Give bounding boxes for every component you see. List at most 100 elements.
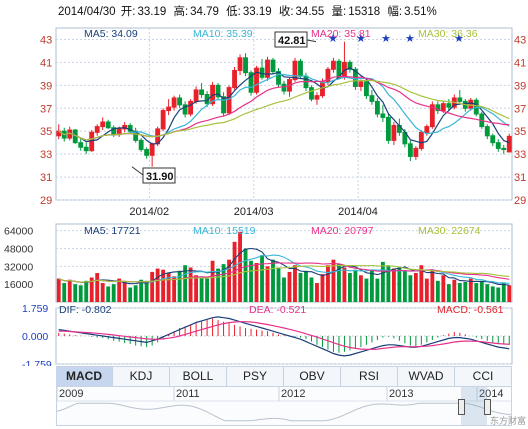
price-tick-left: 29 (40, 195, 52, 207)
x-tick-label: 2014/03 (234, 206, 274, 218)
timeline-sparkline-line (57, 403, 512, 421)
volume-bar (172, 276, 176, 302)
candle-body (172, 98, 176, 107)
volume-bar (299, 273, 303, 302)
price-candles[interactable] (57, 42, 511, 167)
candle-body (200, 90, 204, 95)
volume-tick-label: 48000 (4, 244, 33, 256)
volume-bar (84, 281, 88, 302)
candle-body (101, 122, 105, 127)
range-handle-left[interactable] (458, 399, 465, 415)
volume-bar (326, 265, 330, 302)
volume-bar (150, 272, 154, 302)
timeline-year-label: 2011 (176, 388, 200, 400)
price-tick-right: 41 (514, 57, 526, 69)
indicator-tabs: MACD KDJ BOLL PSY OBV RSI WVAD CCI (56, 366, 512, 387)
candle-body (310, 88, 314, 99)
candle-body (95, 127, 99, 133)
price-tick-left: 39 (40, 80, 52, 92)
volume-bar (375, 279, 379, 302)
volume-bar (282, 277, 286, 302)
volume-bar (95, 273, 99, 302)
candle-body (386, 117, 390, 140)
range-handle-right[interactable] (484, 399, 491, 415)
volume-bar (436, 281, 440, 302)
event-star-icon: ★ (356, 33, 366, 45)
volume-bar (430, 270, 434, 302)
candle-body (458, 98, 462, 101)
volume-bar (156, 269, 160, 302)
volume-bar (452, 280, 456, 302)
candle-body (392, 125, 396, 140)
candle-body (139, 140, 143, 149)
volume-bar (392, 269, 396, 302)
tab-psy[interactable]: PSY (227, 367, 284, 386)
candle-body (441, 104, 445, 111)
tab-obv[interactable]: OBV (284, 367, 341, 386)
watermark: 东方财富 (490, 414, 526, 427)
volume-legend: MA5: 17721 MA10: 15519 MA20: 20797 MA30:… (84, 225, 481, 237)
macd-legend: DIF: -0.802 DEA: -0.521 MACD: -0.561 (59, 304, 504, 316)
volume-bar (288, 272, 292, 302)
stock-chart[interactable]: 43 43 41 41 39 39 37 37 35 35 33 33 31 31 29 29 2014/02 2… (0, 0, 528, 366)
candle-body (178, 98, 182, 105)
price-tick-left: 31 (40, 172, 52, 184)
candle-body (370, 96, 374, 102)
volume-bar (79, 285, 83, 302)
volume-bar (62, 283, 66, 302)
macd-tick-label: -1.759 (22, 359, 52, 366)
volume-bar (480, 281, 484, 302)
candle-body (84, 147, 88, 150)
macd-value-legend: MACD: -0.561 (437, 304, 504, 316)
tab-macd[interactable]: MACD (56, 367, 113, 386)
candle-body (447, 104, 451, 107)
volume-bar (123, 282, 127, 302)
tab-boll[interactable]: BOLL (170, 367, 227, 386)
price-tick-right: 37 (514, 103, 526, 115)
price-tick-left: 33 (40, 149, 52, 161)
volume-bars[interactable] (57, 232, 511, 302)
volume-bar (216, 269, 220, 302)
volume-bar (73, 284, 77, 302)
price-tick-right: 35 (514, 126, 526, 138)
tab-kdj[interactable]: KDJ (113, 367, 170, 386)
candle-body (469, 100, 473, 108)
timeline-year-label: 2012 (281, 388, 305, 400)
candle-body (161, 111, 165, 129)
event-star-icon: ★ (405, 33, 415, 45)
volume-bar (370, 271, 374, 302)
vol-ma10-legend: MA10: 15519 (193, 225, 256, 237)
volume-bar (458, 283, 462, 302)
tab-cci[interactable]: CCI (455, 367, 512, 386)
candle-body (408, 144, 412, 157)
volume-bar (255, 263, 259, 302)
macd-tick-label: 1.759 (22, 303, 48, 315)
macd-tick-label: 0.000 (22, 331, 48, 343)
volume-bar (238, 232, 242, 302)
volume-bar (244, 249, 248, 302)
volume-bar (277, 267, 281, 302)
event-star-icon: ★ (381, 33, 391, 45)
volume-bar (260, 255, 264, 302)
candle-body (238, 58, 242, 71)
volume-bar (211, 261, 215, 302)
price-tick-left: 41 (40, 57, 52, 69)
price-tick-right: 43 (514, 34, 526, 46)
volume-bar (469, 279, 473, 302)
candle-body (375, 101, 379, 114)
timeline-year-label: 2013 (389, 388, 413, 400)
volume-bar (310, 277, 314, 302)
volume-bar (101, 283, 105, 302)
candle-body (299, 61, 303, 76)
volume-bar (491, 286, 495, 302)
tab-rsi[interactable]: RSI (341, 367, 398, 386)
volume-axis-labels: 64000480003200016000 (4, 226, 33, 291)
tab-wvad[interactable]: WVAD (398, 367, 455, 386)
candle-body (189, 101, 193, 114)
timeline-navigator[interactable]: 2009 2011 2012 2013 2014 (56, 386, 512, 426)
price-tick-right: 33 (514, 149, 526, 161)
volume-bar (249, 261, 253, 302)
candle-body (502, 148, 506, 149)
candle-body (282, 84, 286, 91)
candle-body (359, 82, 363, 87)
